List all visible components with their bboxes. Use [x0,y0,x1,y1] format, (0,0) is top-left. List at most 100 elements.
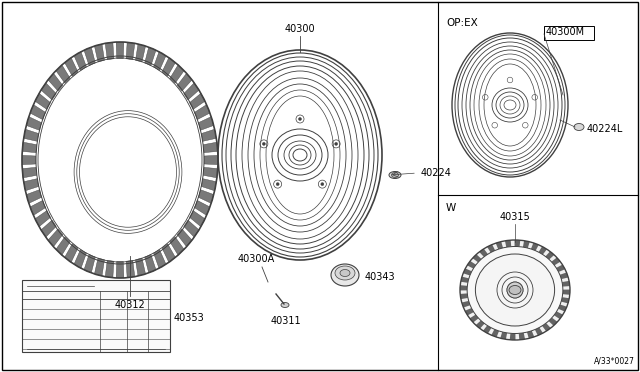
Polygon shape [461,301,470,308]
Polygon shape [95,258,104,276]
Ellipse shape [331,264,359,286]
Polygon shape [145,47,156,65]
Polygon shape [24,129,38,141]
Circle shape [262,142,266,145]
Polygon shape [177,229,192,247]
Polygon shape [74,52,86,70]
Polygon shape [41,220,56,237]
Polygon shape [487,244,495,253]
Text: 40312: 40312 [115,300,145,310]
Ellipse shape [335,266,355,280]
Text: 40353: 40353 [174,313,205,323]
Polygon shape [461,277,469,283]
Text: 40300A: 40300A [237,254,275,264]
Polygon shape [116,42,124,59]
Polygon shape [26,117,42,130]
Circle shape [298,118,301,121]
Polygon shape [35,211,51,227]
Polygon shape [204,167,218,178]
Circle shape [321,183,324,186]
Polygon shape [84,47,95,65]
Polygon shape [562,281,570,286]
Text: 40311: 40311 [271,316,301,326]
Ellipse shape [509,285,521,295]
Ellipse shape [281,302,289,308]
Text: 40224L: 40224L [587,124,623,134]
Polygon shape [463,269,472,276]
Polygon shape [22,155,36,165]
Text: 40224: 40224 [421,168,452,178]
Polygon shape [548,318,557,326]
Bar [22,280,170,352]
Polygon shape [202,129,216,141]
Polygon shape [189,93,205,109]
Polygon shape [184,83,199,100]
Polygon shape [48,73,63,91]
Polygon shape [195,105,210,119]
Polygon shape [509,333,515,340]
Polygon shape [195,201,210,215]
Ellipse shape [574,124,584,131]
Polygon shape [126,42,135,60]
Text: 40300M: 40300M [546,27,585,37]
Polygon shape [65,58,78,76]
Polygon shape [554,311,563,319]
Polygon shape [479,249,488,257]
Bar [544,26,594,40]
Polygon shape [154,52,166,70]
Polygon shape [204,142,218,153]
Polygon shape [563,289,570,295]
Polygon shape [22,167,36,178]
Polygon shape [496,241,503,249]
Polygon shape [170,65,184,83]
Polygon shape [162,58,175,76]
Ellipse shape [392,173,399,177]
Polygon shape [561,297,569,303]
Polygon shape [500,332,507,339]
Polygon shape [184,220,199,237]
Polygon shape [460,294,468,299]
Polygon shape [154,250,166,268]
Polygon shape [24,179,38,191]
Ellipse shape [340,269,350,276]
Polygon shape [198,117,214,130]
Polygon shape [204,155,218,165]
Polygon shape [136,258,145,276]
Polygon shape [126,260,135,278]
Polygon shape [505,240,511,247]
Polygon shape [26,190,42,203]
Ellipse shape [460,240,570,340]
Ellipse shape [476,254,555,326]
Polygon shape [465,308,474,315]
Polygon shape [35,93,51,109]
Polygon shape [162,244,175,262]
Polygon shape [105,42,114,60]
Text: W: W [446,203,456,213]
Polygon shape [30,105,45,119]
Polygon shape [22,142,36,153]
Polygon shape [552,257,561,265]
Text: OP:EX: OP:EX [446,18,477,28]
Polygon shape [515,240,520,247]
Polygon shape [84,254,95,273]
Polygon shape [30,201,45,215]
Polygon shape [483,326,492,334]
Text: 40315: 40315 [500,212,531,222]
Polygon shape [48,229,63,247]
Circle shape [276,183,279,186]
Polygon shape [145,254,156,273]
Polygon shape [535,327,543,336]
Polygon shape [519,333,525,340]
Polygon shape [198,190,214,203]
Circle shape [507,282,523,298]
Polygon shape [539,247,547,254]
Polygon shape [56,65,70,83]
Polygon shape [105,260,114,278]
Polygon shape [65,244,78,262]
Polygon shape [558,305,567,311]
Polygon shape [470,315,479,323]
Polygon shape [560,272,568,279]
Polygon shape [95,44,104,62]
Polygon shape [202,179,216,191]
Polygon shape [189,211,205,227]
